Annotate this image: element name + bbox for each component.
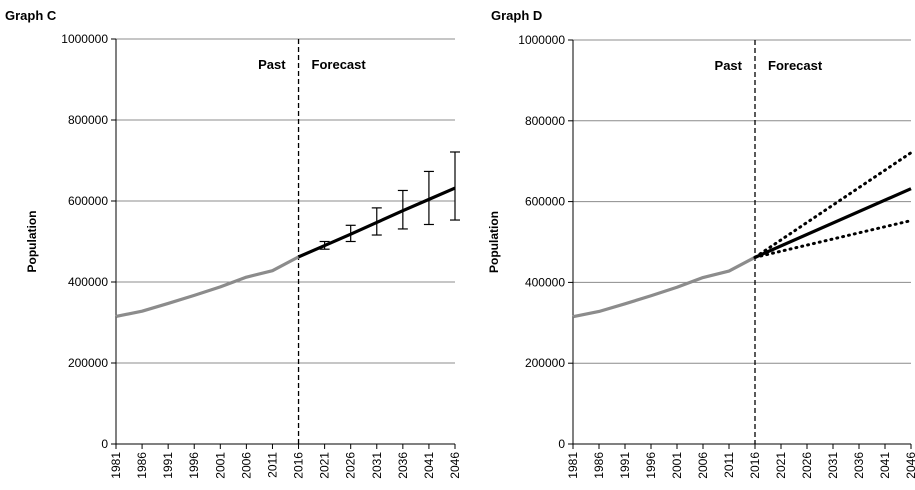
- y-tick-label: 800000: [525, 114, 565, 128]
- x-tick-label: 2041: [422, 452, 436, 479]
- x-tick-label: 2011: [265, 452, 279, 478]
- past-annotation: Past: [715, 58, 743, 73]
- y-tick-label: 600000: [68, 194, 108, 208]
- series-line-past: [572, 255, 756, 319]
- graph-d: Graph D Population 0 200000 400000 600000 8000…: [487, 8, 915, 479]
- x-tick-label: 2031: [370, 452, 384, 479]
- y-axis-label: Population: [25, 211, 39, 273]
- y-tick-label: 200000: [68, 356, 108, 370]
- y-axis-label: Population: [487, 211, 501, 273]
- x-tick-label: 1981: [109, 452, 123, 479]
- y-tick-label: 400000: [68, 275, 108, 289]
- forecast-annotation: Forecast: [768, 58, 823, 73]
- y-tick-label: 600000: [525, 195, 565, 209]
- y-tick-label: 200000: [525, 356, 565, 370]
- x-tick-label: 2036: [852, 452, 866, 479]
- x-tick-label: 2006: [696, 452, 710, 479]
- past-annotation: Past: [258, 57, 286, 72]
- series-line-forecast: [754, 187, 912, 259]
- x-tick-label: 2026: [344, 452, 358, 479]
- y-tick-label: 1000000: [518, 33, 565, 47]
- y-tick-label: 0: [101, 437, 108, 451]
- chart-title: Graph D: [491, 8, 542, 23]
- x-tick-label: 1996: [187, 452, 201, 479]
- x-tick-label: 1996: [644, 452, 658, 479]
- y-tick-label: 1000000: [61, 32, 108, 46]
- x-tick-label: 2026: [800, 452, 814, 479]
- x-tick-label: 1986: [135, 452, 149, 479]
- series-line-upper-bound: [753, 151, 913, 259]
- y-tick-label: 0: [558, 437, 565, 451]
- x-tick-label: 2001: [213, 452, 227, 479]
- y-tick-label: 400000: [525, 275, 565, 289]
- x-tick-label: 2046: [904, 452, 915, 479]
- x-tick-label: 1981: [566, 452, 580, 479]
- x-tick-label: 2041: [878, 452, 892, 479]
- forecast-annotation: Forecast: [312, 57, 367, 72]
- x-tick-label: 2016: [748, 452, 762, 479]
- y-tick-label: 800000: [68, 113, 108, 127]
- x-tick-label: 2006: [239, 452, 253, 479]
- x-tick-label: 2021: [774, 452, 788, 479]
- x-tick-label: 2011: [722, 452, 736, 478]
- series-line-past: [115, 255, 300, 318]
- x-tick-label: 2016: [292, 452, 306, 479]
- x-tick-label: 2031: [826, 452, 840, 479]
- chart-title: Graph C: [5, 8, 57, 23]
- x-tick-label: 1986: [592, 452, 606, 479]
- x-tick-label: 2001: [670, 452, 684, 479]
- x-tick-label: 1991: [618, 452, 632, 479]
- x-tick-label: 2046: [448, 452, 462, 479]
- x-tick-label: 2021: [318, 452, 332, 479]
- graph-c: Graph C Population 0 200000 400000 600000 8000…: [5, 8, 462, 479]
- series-line-lower-bound: [753, 219, 913, 259]
- x-tick-label: 2036: [396, 452, 410, 479]
- x-tick-label: 1991: [161, 452, 175, 479]
